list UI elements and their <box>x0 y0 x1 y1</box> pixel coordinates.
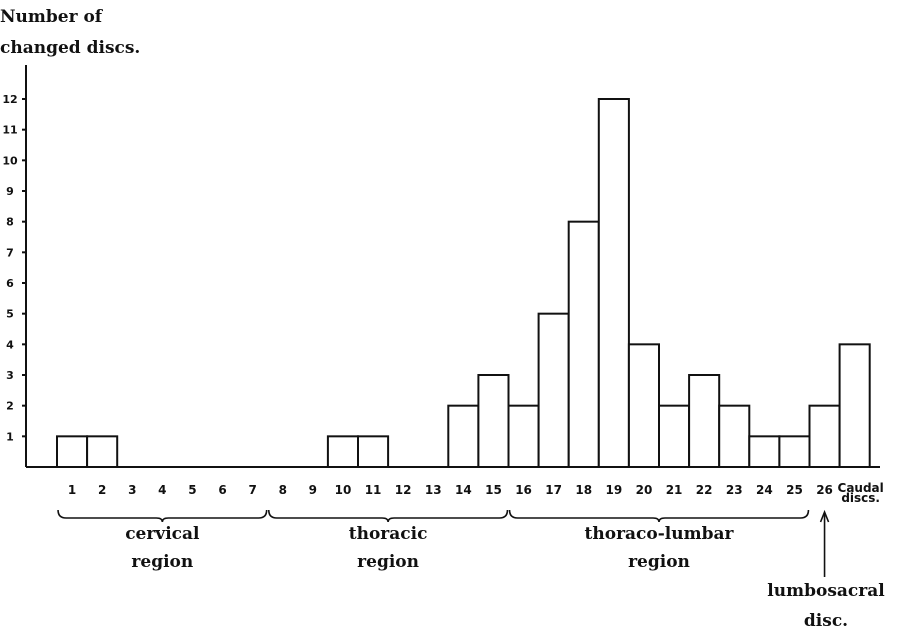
y-tick-label: 10 <box>2 154 18 167</box>
region-brace <box>508 509 810 523</box>
y-tick-label: 2 <box>6 400 14 413</box>
x-tick-label: 6 <box>218 483 226 497</box>
x-tick-label: 22 <box>696 483 713 497</box>
region-brace <box>57 509 268 523</box>
x-tick-label: 1 <box>68 483 76 497</box>
bar-15 <box>477 374 510 468</box>
y-tick-label: 5 <box>6 308 14 321</box>
bar-14 <box>447 404 480 468</box>
annotation-label: lumbosacral <box>767 581 885 601</box>
x-tick-label: 14 <box>455 483 472 497</box>
x-tick-label: 16 <box>515 483 532 497</box>
x-tick-label: 13 <box>425 483 442 497</box>
x-tick-label: 10 <box>335 483 352 497</box>
region-label: thoraco-lumbar <box>585 524 735 544</box>
x-tick-label: 24 <box>756 483 773 497</box>
x-tick-label: 7 <box>248 483 256 497</box>
bar-20 <box>627 343 661 469</box>
x-tick-label-caudal: Caudal <box>838 481 884 495</box>
x-tick-label: 17 <box>545 483 562 497</box>
y-tick-label: 1 <box>6 430 14 443</box>
y-tick-label: 3 <box>6 369 14 382</box>
y-tick-label: 9 <box>6 185 14 198</box>
x-tick-label: 23 <box>726 483 743 497</box>
y-tick-label: 7 <box>6 246 14 259</box>
x-tick-label: 25 <box>786 483 803 497</box>
bar-18 <box>567 220 600 468</box>
bar-25 <box>778 435 811 469</box>
x-tick-label: 21 <box>666 483 683 497</box>
bar-2 <box>86 435 119 469</box>
y-tick-label: 12 <box>2 93 17 106</box>
y-tick-label: 6 <box>6 277 14 290</box>
region-label: thoracic <box>349 524 428 544</box>
region-label: cervical <box>125 524 200 544</box>
bar-22 <box>688 374 721 468</box>
region-label: region <box>357 552 419 572</box>
x-tick-label-caudal: discs. <box>841 491 880 505</box>
y-tick-label: 8 <box>6 216 14 229</box>
bar-11 <box>357 435 390 469</box>
x-tick-label: 5 <box>188 483 196 497</box>
bar-10 <box>326 435 359 469</box>
y-tick-label: 4 <box>6 338 14 351</box>
bar-1 <box>56 435 89 469</box>
x-tick-label: 8 <box>279 483 287 497</box>
x-tick-label: 3 <box>128 483 136 497</box>
bar-17 <box>537 312 570 468</box>
bar-23 <box>718 404 751 468</box>
annotation-arrow-head <box>819 509 830 523</box>
x-tick-label: 9 <box>309 483 317 497</box>
bar-24 <box>748 435 781 469</box>
x-tick-label: 18 <box>575 483 592 497</box>
bar-26 <box>808 404 841 468</box>
bar-16 <box>507 404 540 468</box>
x-tick-label: 4 <box>158 483 166 497</box>
region-label: region <box>131 552 193 572</box>
region-label: region <box>628 552 690 572</box>
x-tick-label: 11 <box>365 483 382 497</box>
annotation-label: disc. <box>804 611 848 629</box>
y-axis-label-line-2: changed discs. <box>0 38 140 58</box>
x-tick-label: 15 <box>485 483 502 497</box>
x-tick-label: 12 <box>395 483 412 497</box>
bar-21 <box>658 404 691 468</box>
x-tick-label: 2 <box>98 483 106 497</box>
y-axis-label-line-1: Number of <box>0 7 104 27</box>
x-tick-label: 20 <box>636 483 653 497</box>
region-brace <box>267 509 509 523</box>
bar-caudal-discs- <box>838 343 871 469</box>
x-tick-label: 26 <box>816 483 833 497</box>
y-tick-label: 11 <box>2 124 17 137</box>
bar-19 <box>597 98 630 468</box>
x-tick-label: 19 <box>605 483 622 497</box>
